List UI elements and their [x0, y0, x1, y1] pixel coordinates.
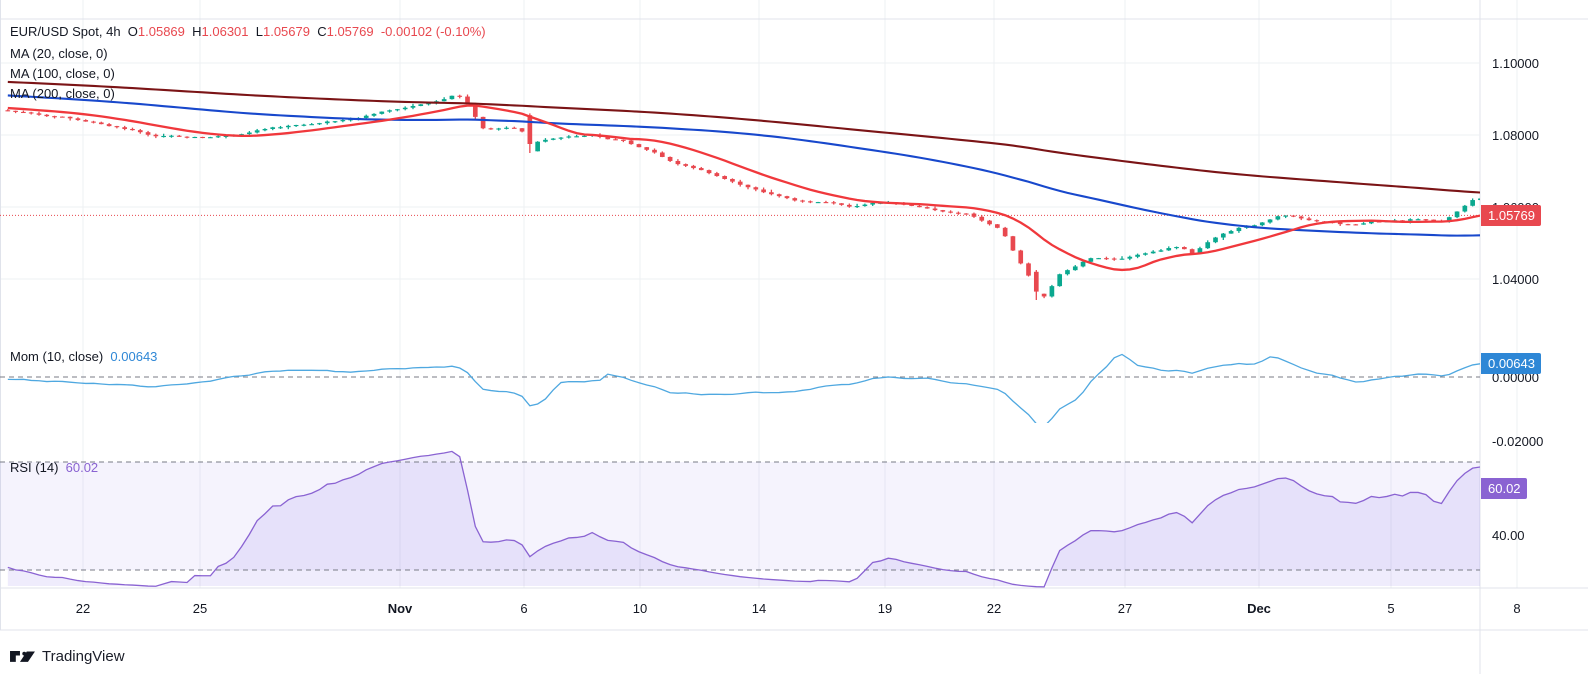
svg-text:25: 25 — [193, 601, 207, 616]
svg-text:8: 8 — [1513, 601, 1520, 616]
svg-text:1.08000: 1.08000 — [1492, 128, 1539, 143]
svg-text:6: 6 — [520, 601, 527, 616]
svg-text:-0.02000: -0.02000 — [1492, 434, 1543, 449]
svg-text:27: 27 — [1118, 601, 1132, 616]
svg-text:5: 5 — [1387, 601, 1394, 616]
svg-text:14: 14 — [752, 601, 766, 616]
svg-text:10: 10 — [633, 601, 647, 616]
svg-text:40.00: 40.00 — [1492, 528, 1525, 543]
svg-text:1.10000: 1.10000 — [1492, 56, 1539, 71]
svg-text:19: 19 — [878, 601, 892, 616]
svg-text:Dec: Dec — [1247, 601, 1271, 616]
svg-text:1.04000: 1.04000 — [1492, 272, 1539, 287]
svg-text:22: 22 — [76, 601, 90, 616]
svg-text:22: 22 — [987, 601, 1001, 616]
svg-text:Nov: Nov — [388, 601, 413, 616]
